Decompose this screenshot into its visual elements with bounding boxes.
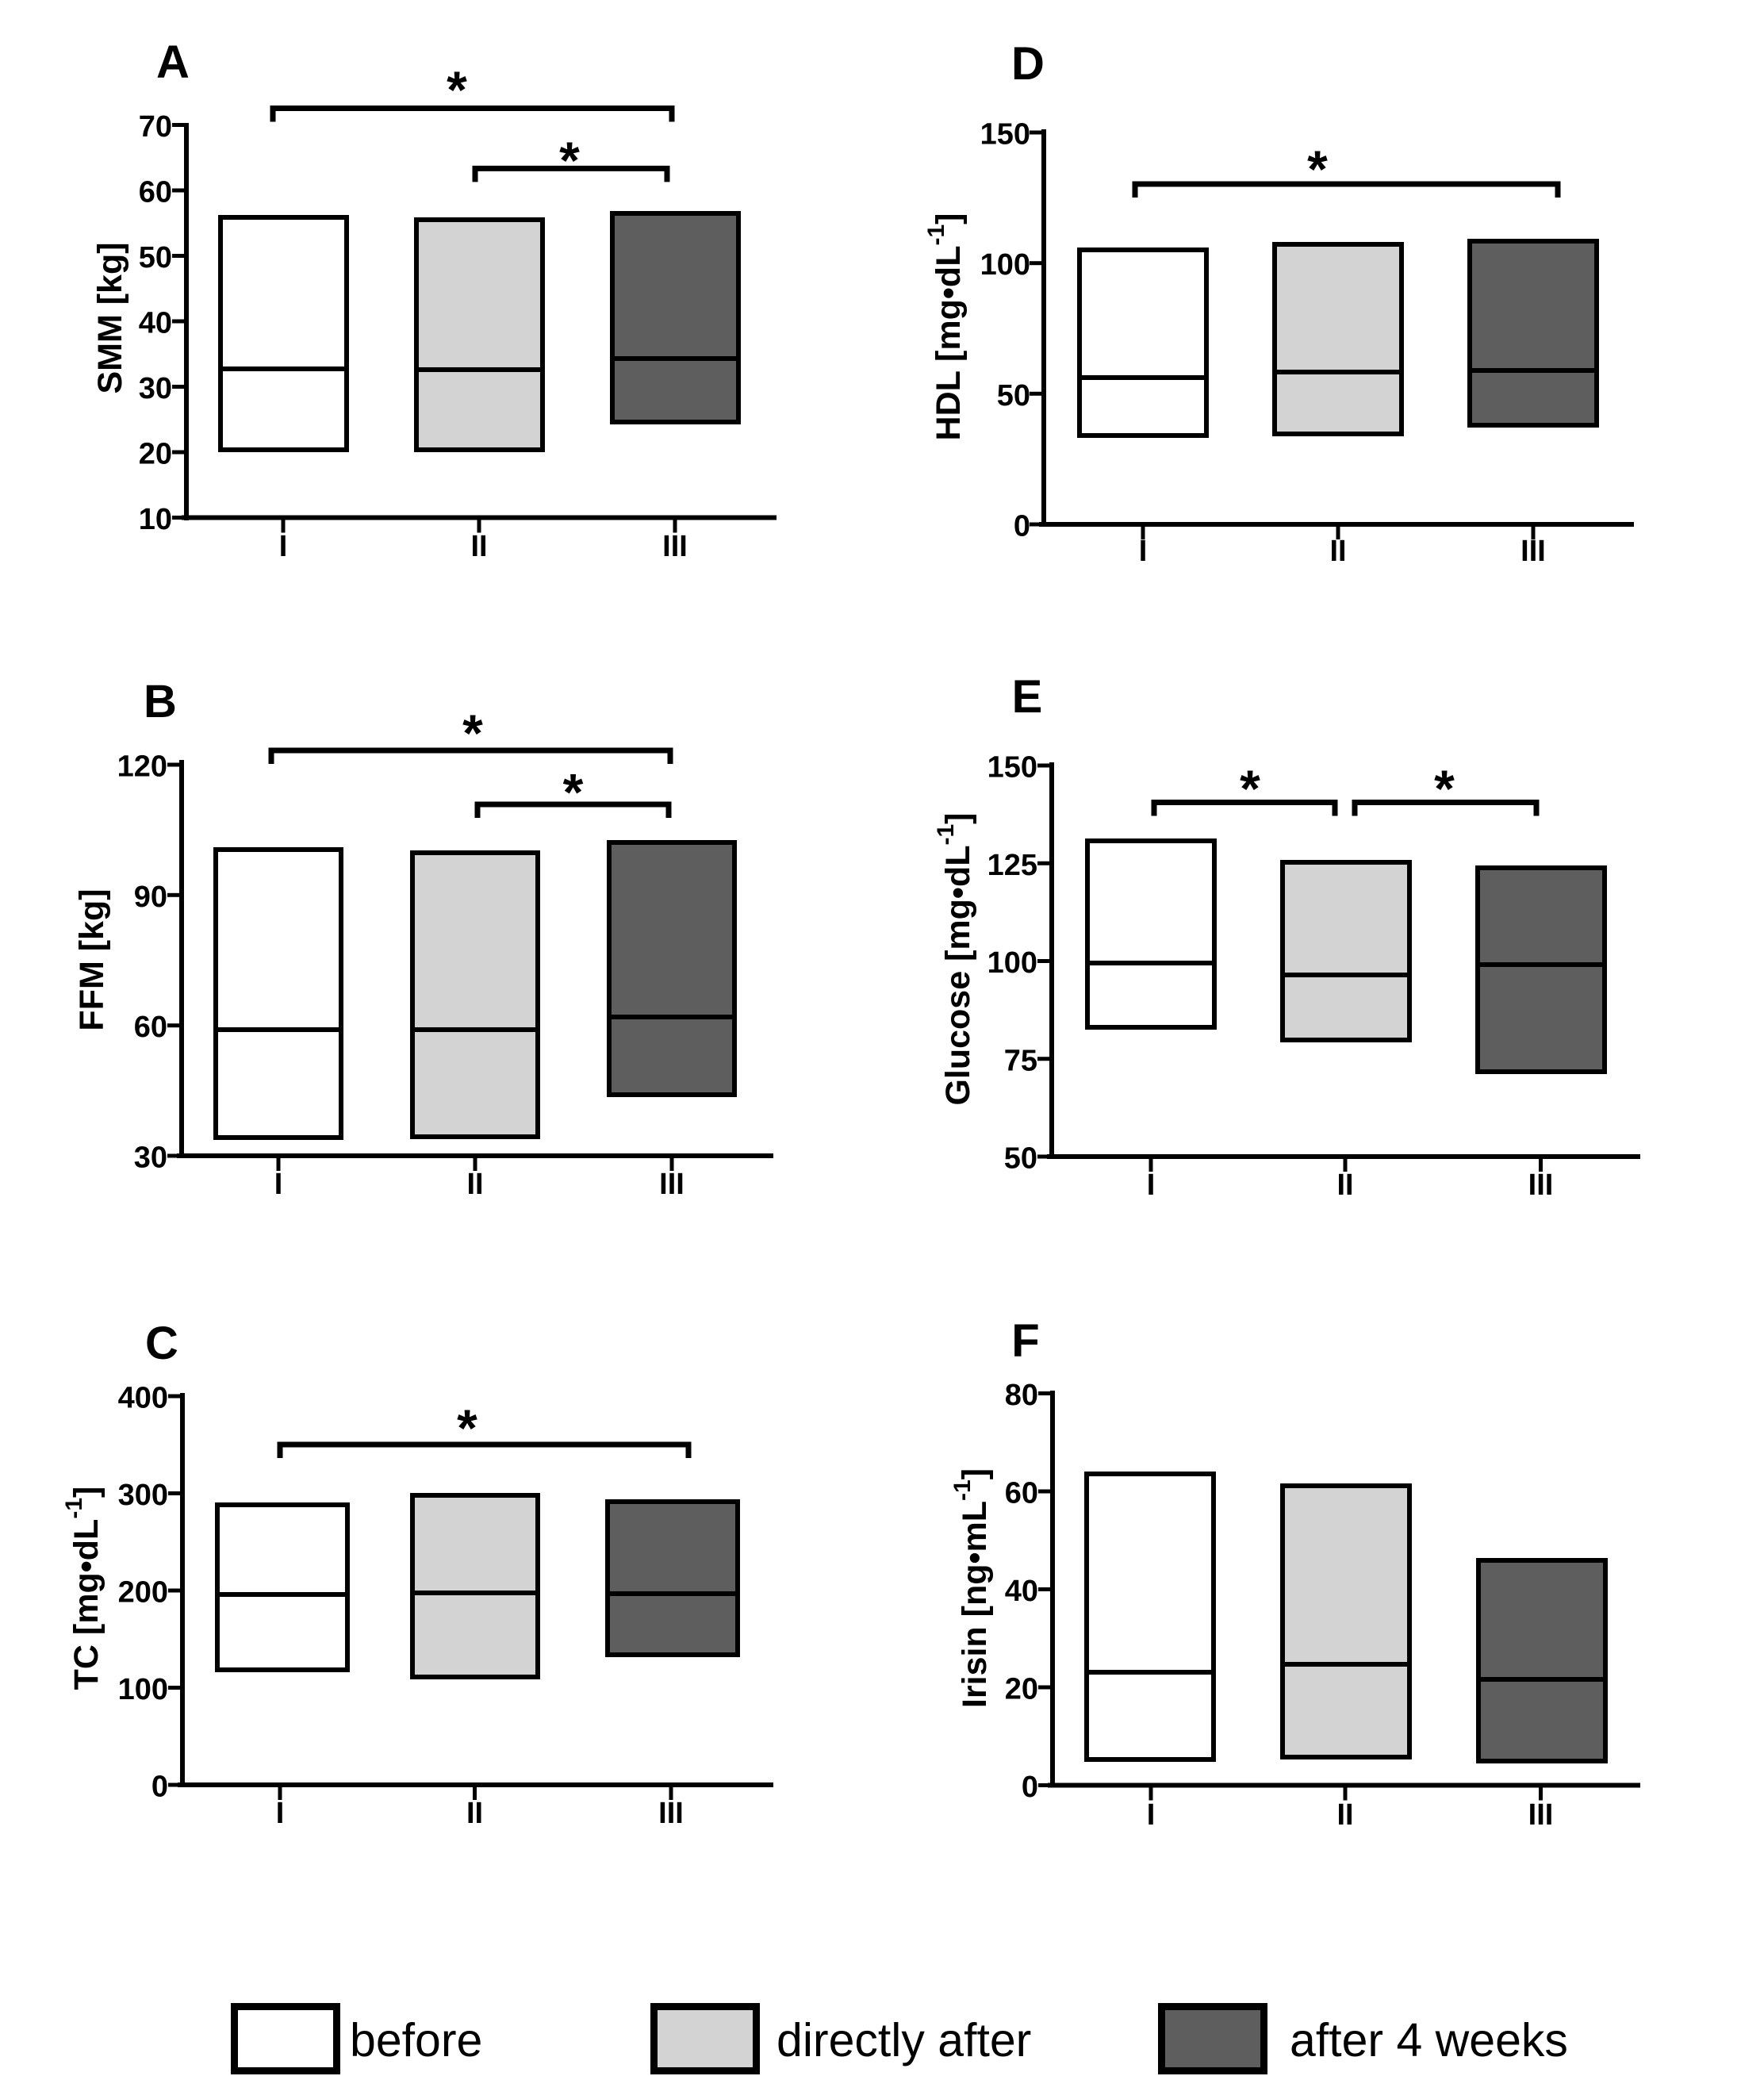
svg-text:TC [mg•dL-1]: TC [mg•dL-1]: [61, 1487, 105, 1690]
svg-text:FFM [kg]: FFM [kg]: [73, 888, 111, 1030]
svg-text:II: II: [1336, 1798, 1353, 1832]
svg-text:E: E: [1012, 671, 1043, 723]
svg-text:III: III: [662, 530, 688, 563]
svg-text:100: 100: [980, 248, 1030, 282]
svg-text:60: 60: [134, 1011, 167, 1044]
svg-text:300: 300: [118, 1479, 168, 1512]
svg-text:A: A: [156, 36, 190, 88]
svg-text:D: D: [1011, 38, 1045, 90]
svg-text:B: B: [144, 676, 177, 727]
svg-text:50: 50: [1004, 1142, 1037, 1176]
svg-text:Irisin [ng•mL-1]: Irisin [ng•mL-1]: [949, 1468, 994, 1708]
svg-text:150: 150: [987, 751, 1037, 785]
svg-text:0: 0: [151, 1771, 168, 1804]
svg-text:I: I: [276, 1797, 285, 1830]
svg-text:II: II: [1336, 1168, 1353, 1202]
svg-text:II: II: [466, 1168, 483, 1201]
svg-text:II: II: [1329, 535, 1346, 568]
svg-text:400: 400: [118, 1382, 168, 1415]
svg-text:HDL [mg•dL-1]: HDL [mg•dL-1]: [923, 213, 968, 441]
svg-text:*: *: [1434, 759, 1455, 818]
svg-text:III: III: [659, 1168, 685, 1201]
svg-text:50: 50: [139, 241, 172, 274]
svg-text:80: 80: [1005, 1379, 1038, 1412]
svg-text:90: 90: [134, 881, 167, 914]
svg-text:40: 40: [1005, 1575, 1038, 1608]
svg-text:30: 30: [134, 1142, 167, 1175]
svg-text:SMM [kg]: SMM [kg]: [91, 242, 129, 393]
svg-text:I: I: [1147, 1798, 1156, 1832]
svg-text:Glucose [mg•dL-1]: Glucose [mg•dL-1]: [933, 812, 977, 1105]
svg-text:*: *: [457, 1399, 477, 1457]
svg-text:*: *: [559, 131, 580, 190]
svg-text:75: 75: [1004, 1044, 1037, 1077]
svg-text:I: I: [274, 1168, 283, 1201]
svg-text:directly after: directly after: [777, 2014, 1031, 2066]
svg-text:150: 150: [980, 118, 1030, 152]
svg-text:30: 30: [139, 372, 172, 405]
svg-text:100: 100: [118, 1673, 168, 1706]
svg-text:I: I: [279, 530, 288, 563]
svg-text:before: before: [350, 2014, 482, 2066]
svg-text:20: 20: [139, 438, 172, 471]
svg-text:C: C: [145, 1318, 178, 1369]
svg-text:125: 125: [987, 849, 1037, 882]
svg-text:20: 20: [1005, 1673, 1038, 1706]
svg-text:60: 60: [1005, 1477, 1038, 1510]
svg-text:*: *: [563, 763, 584, 822]
svg-text:III: III: [1528, 1168, 1554, 1202]
svg-text:70: 70: [139, 110, 172, 144]
svg-text:200: 200: [118, 1576, 168, 1610]
svg-text:III: III: [658, 1797, 684, 1830]
svg-text:*: *: [1240, 759, 1260, 818]
svg-text:I: I: [1147, 1168, 1156, 1202]
svg-text:10: 10: [139, 503, 172, 536]
svg-text:I: I: [1139, 535, 1148, 568]
svg-text:40: 40: [139, 307, 172, 340]
svg-text:II: II: [466, 1797, 483, 1830]
svg-text:*: *: [462, 704, 483, 762]
svg-text:0: 0: [1022, 1771, 1038, 1804]
svg-text:120: 120: [117, 750, 167, 784]
svg-text:*: *: [1307, 140, 1328, 198]
svg-text:after 4 weeks: after 4 weeks: [1290, 2014, 1568, 2066]
svg-text:II: II: [470, 530, 487, 563]
svg-text:50: 50: [997, 379, 1030, 413]
svg-text:0: 0: [1014, 510, 1030, 543]
svg-text:F: F: [1011, 1315, 1039, 1367]
svg-text:60: 60: [139, 176, 172, 209]
svg-text:III: III: [1520, 535, 1546, 568]
svg-text:III: III: [1528, 1798, 1554, 1832]
svg-text:*: *: [447, 60, 467, 119]
svg-text:100: 100: [987, 946, 1037, 980]
